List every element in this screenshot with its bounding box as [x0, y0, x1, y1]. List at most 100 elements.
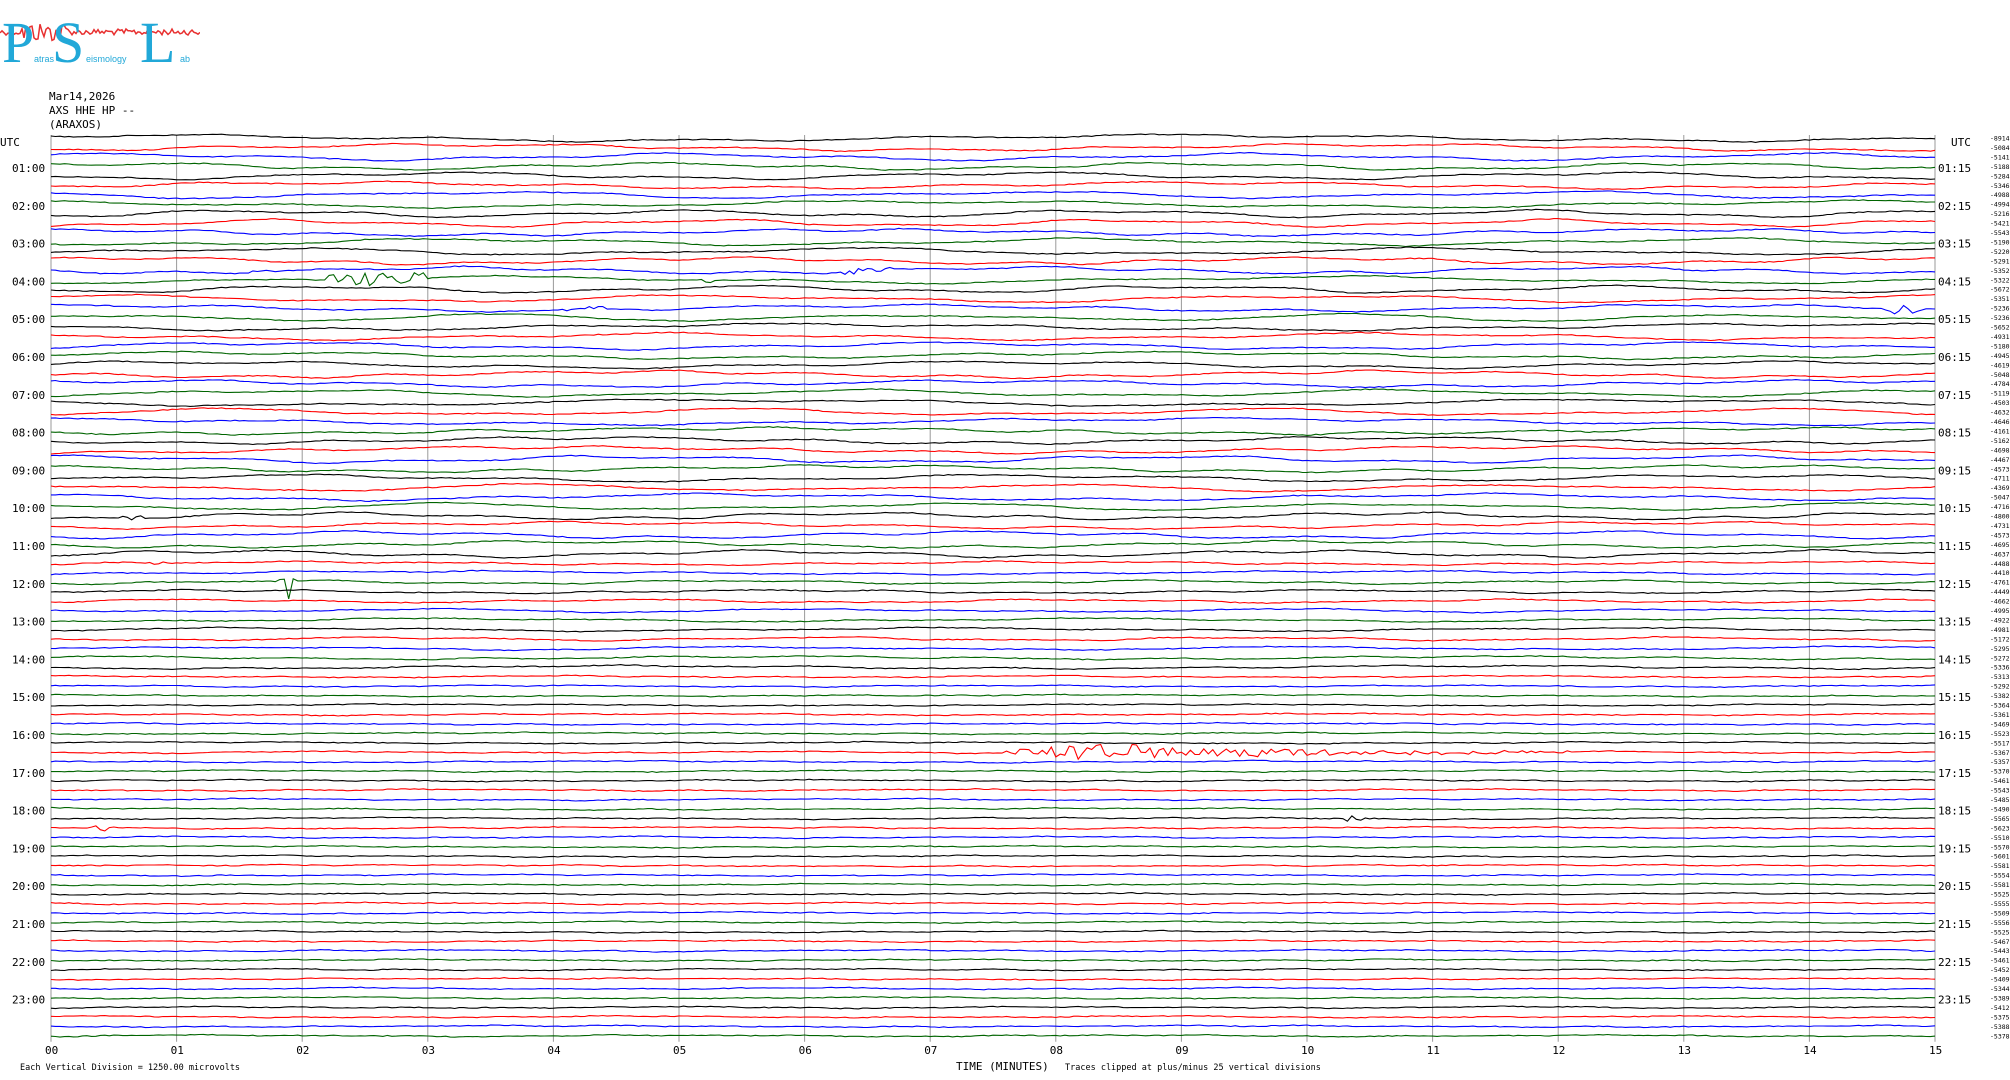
right-hour-label: 11:15 — [1938, 540, 1971, 553]
seismic-trace — [50, 271, 1936, 287]
logo-letter-p: P — [2, 10, 34, 70]
trace-mean-label: -5525 — [1990, 891, 2010, 899]
trace-mean-label: -5272 — [1990, 654, 2010, 662]
trace-mean-label: -4994 — [1990, 201, 2010, 209]
left-hour-label: 05:00 — [12, 313, 45, 326]
trace-mean-label: -5336 — [1990, 664, 2010, 672]
trace-mean-label: -5291 — [1990, 257, 2010, 265]
right-hour-label: 12:15 — [1938, 578, 1971, 591]
seismic-trace — [50, 482, 1936, 493]
left-hour-label: 16:00 — [12, 729, 45, 742]
right-hour-label: 08:15 — [1938, 427, 1971, 440]
x-tick-label: 13 — [1678, 1044, 1691, 1057]
trace-mean-label: -5180 — [1990, 342, 2010, 350]
trace-mean-label: -5313 — [1990, 673, 2010, 681]
psl-logo: P S L atras eismology ab — [0, 10, 200, 70]
trace-mean-label: -5382 — [1990, 692, 2010, 700]
right-hour-label: 04:15 — [1938, 275, 1971, 288]
trace-mean-label: -4449 — [1990, 588, 2010, 596]
seismic-trace — [50, 825, 1936, 832]
seismic-trace — [50, 740, 1936, 745]
seismic-trace — [50, 190, 1936, 200]
trace-mean-label: -5509 — [1990, 909, 2010, 917]
left-hour-label: 22:00 — [12, 956, 45, 969]
seismic-trace — [50, 626, 1936, 633]
x-tick-label: 12 — [1552, 1044, 1565, 1057]
trace-mean-label: -4573 — [1990, 465, 2010, 473]
seismic-trace — [50, 607, 1936, 614]
seismic-trace — [50, 645, 1936, 652]
seismic-trace — [50, 218, 1936, 228]
trace-mean-label: -5047 — [1990, 494, 2010, 502]
seismic-trace — [50, 303, 1936, 315]
seismic-trace — [50, 806, 1936, 812]
left-hour-label: 15:00 — [12, 691, 45, 704]
seismic-trace — [50, 142, 1936, 153]
x-tick-label: 02 — [296, 1044, 309, 1057]
seismic-trace — [50, 436, 1936, 446]
left-utc-label: UTC — [0, 136, 20, 149]
seismic-trace — [50, 454, 1936, 465]
trace-mean-label: -5443 — [1990, 947, 2010, 955]
left-hour-label: 09:00 — [12, 464, 45, 477]
logo-small-atras: atras — [34, 54, 55, 64]
seismic-trace — [50, 569, 1936, 576]
seismic-trace — [50, 369, 1936, 380]
trace-mean-label: -5543 — [1990, 229, 2010, 237]
trace-mean-label: -5412 — [1990, 1004, 2010, 1012]
trace-mean-label: -5452 — [1990, 966, 2010, 974]
left-hour-label: 08:00 — [12, 427, 45, 440]
x-tick-label: 04 — [547, 1044, 561, 1057]
trace-mean-label: -4467 — [1990, 456, 2010, 464]
seismic-trace — [50, 331, 1936, 342]
logo-signal-wave — [0, 23, 200, 42]
trace-mean-label: -5525 — [1990, 928, 2010, 936]
trace-mean-label: -5517 — [1990, 739, 2010, 747]
seismic-trace — [50, 967, 1936, 972]
seismic-trace — [50, 778, 1936, 783]
left-hour-label: 01:00 — [12, 162, 45, 175]
x-tick-label: 00 — [45, 1044, 58, 1057]
seismic-trace — [50, 788, 1936, 792]
seismic-trace — [50, 293, 1936, 304]
seismic-trace — [50, 588, 1936, 595]
seismic-trace — [50, 995, 1936, 1000]
trace-mean-label: -5188 — [1990, 163, 2010, 171]
left-hour-label: 14:00 — [12, 653, 45, 666]
seismic-trace — [50, 873, 1936, 878]
trace-mean-label: -5236 — [1990, 305, 2010, 313]
trace-mean-label: -4698 — [1990, 446, 2010, 454]
trace-mean-label: -4922 — [1990, 616, 2010, 624]
seismic-trace — [50, 743, 1936, 761]
seismic-trace — [50, 901, 1935, 906]
trace-mean-label: -5236 — [1990, 314, 2010, 322]
trace-mean-label: -5389 — [1990, 994, 2010, 1002]
seismic-trace — [50, 664, 1936, 671]
seismic-trace — [50, 246, 1936, 256]
left-hour-label: 03:00 — [12, 238, 45, 251]
trace-mean-label: -5220 — [1990, 248, 2010, 256]
trace-mean-label: -5555 — [1990, 900, 2010, 908]
trace-mean-label: -5581 — [1990, 862, 2010, 870]
seismic-trace — [50, 920, 1936, 925]
right-hour-label: 05:15 — [1938, 313, 1971, 326]
seismic-trace — [50, 180, 1936, 190]
trace-mean-label: -4503 — [1990, 399, 2010, 407]
minute-grid — [50, 135, 1936, 1042]
left-hour-label: 19:00 — [12, 842, 45, 855]
logo-letter-s: S — [52, 10, 84, 70]
trace-mean-label: -5375 — [1990, 1013, 2010, 1021]
trace-mean-label: -8914 — [1990, 135, 2010, 143]
trace-mean-label: -5378 — [1990, 1032, 2010, 1040]
right-hour-label: 19:15 — [1938, 842, 1971, 855]
left-hour-label: 13:00 — [12, 616, 45, 629]
trace-mean-label: -4662 — [1990, 598, 2010, 606]
trace-mean-label: -4488 — [1990, 560, 2010, 568]
trace-mean-label: -4573 — [1990, 531, 2010, 539]
trace-mean-label: -4632 — [1990, 409, 2010, 417]
seismic-trace — [50, 578, 1936, 600]
right-hour-label: 22:15 — [1938, 956, 1971, 969]
seismic-trace — [50, 731, 1935, 736]
trace-mean-label: -4619 — [1990, 361, 2010, 369]
trace-mean-label: -5409 — [1990, 976, 2010, 984]
